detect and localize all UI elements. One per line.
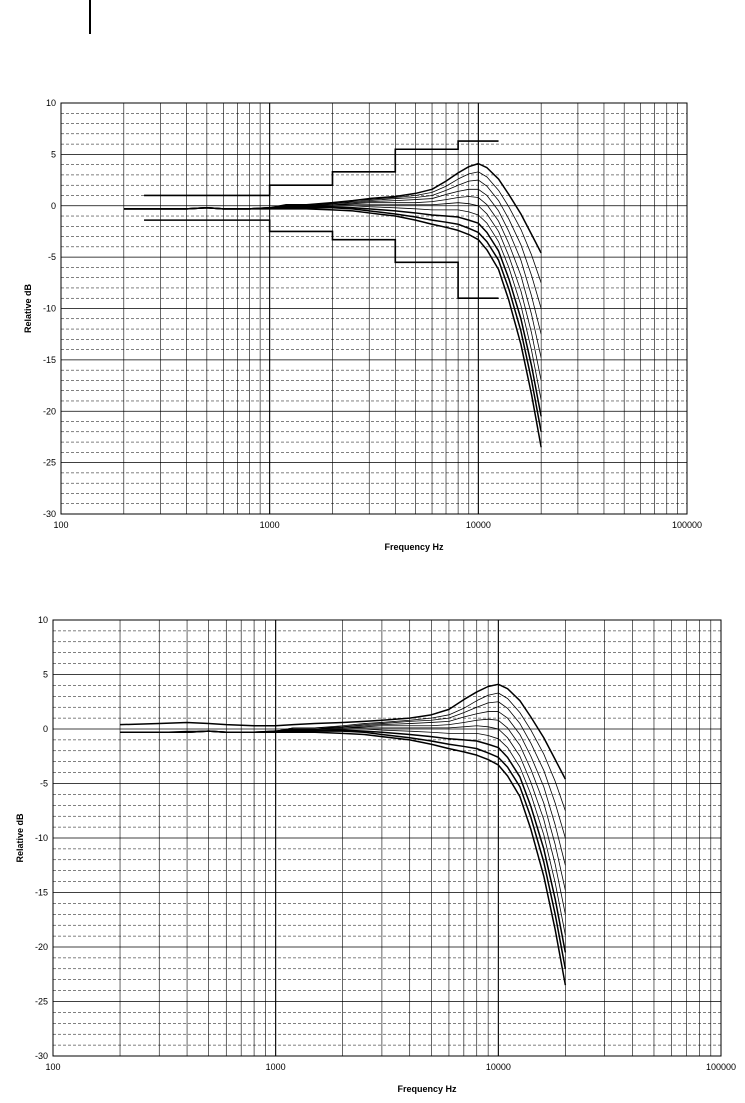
x-tick-label: 1000	[266, 1062, 286, 1072]
y-tick-label: -10	[35, 833, 48, 843]
y-tick-label: 0	[51, 201, 56, 211]
plot-frame	[60, 102, 688, 515]
x-tick-label: 1000	[260, 520, 280, 530]
x-axis-title: Frequency Hz	[397, 1084, 457, 1094]
x-tick-label: 100000	[672, 520, 702, 530]
y-tick-label: -25	[35, 997, 48, 1007]
x-tick-label: 10000	[466, 520, 491, 530]
x-tick-label: 100000	[706, 1062, 736, 1072]
grid-lines	[60, 102, 688, 515]
y-tick-label: 0	[43, 724, 48, 734]
y-tick-label: -25	[43, 458, 56, 468]
response-curves	[123, 162, 542, 448]
y-tick-label: -20	[35, 942, 48, 952]
grid-lines	[52, 619, 722, 1057]
x-axis-title: Frequency Hz	[384, 542, 444, 552]
plot-frame	[52, 619, 722, 1057]
y-tick-label: -5	[40, 779, 48, 789]
upper-tolerance-line	[144, 140, 499, 197]
response-curve-10	[120, 730, 567, 986]
response-curves	[120, 683, 567, 986]
x-tick-label: 100	[53, 520, 68, 530]
y-tick-label: -15	[43, 355, 56, 365]
y-axis-title: Relative dB	[23, 283, 33, 333]
y-tick-label: 5	[51, 149, 56, 159]
y-tick-label: -5	[48, 252, 56, 262]
y-tick-label: -10	[43, 304, 56, 314]
page-edge-bar	[89, 0, 91, 34]
lower-tolerance-line	[144, 219, 499, 300]
y-tick-label: -20	[43, 406, 56, 416]
x-tick-label: 10000	[486, 1062, 511, 1072]
y-tick-label: -15	[35, 888, 48, 898]
y-tick-label: 10	[46, 98, 56, 108]
y-tick-label: 10	[38, 615, 48, 625]
y-tick-label: 5	[43, 670, 48, 680]
tolerance-limits	[144, 140, 499, 300]
y-axis-title: Relative dB	[15, 813, 25, 863]
y-tick-label: -30	[35, 1051, 48, 1061]
response-curve-10	[123, 207, 542, 448]
response-curve-1	[120, 683, 567, 780]
x-tick-label: 100	[45, 1062, 60, 1072]
y-tick-label: -30	[43, 509, 56, 519]
